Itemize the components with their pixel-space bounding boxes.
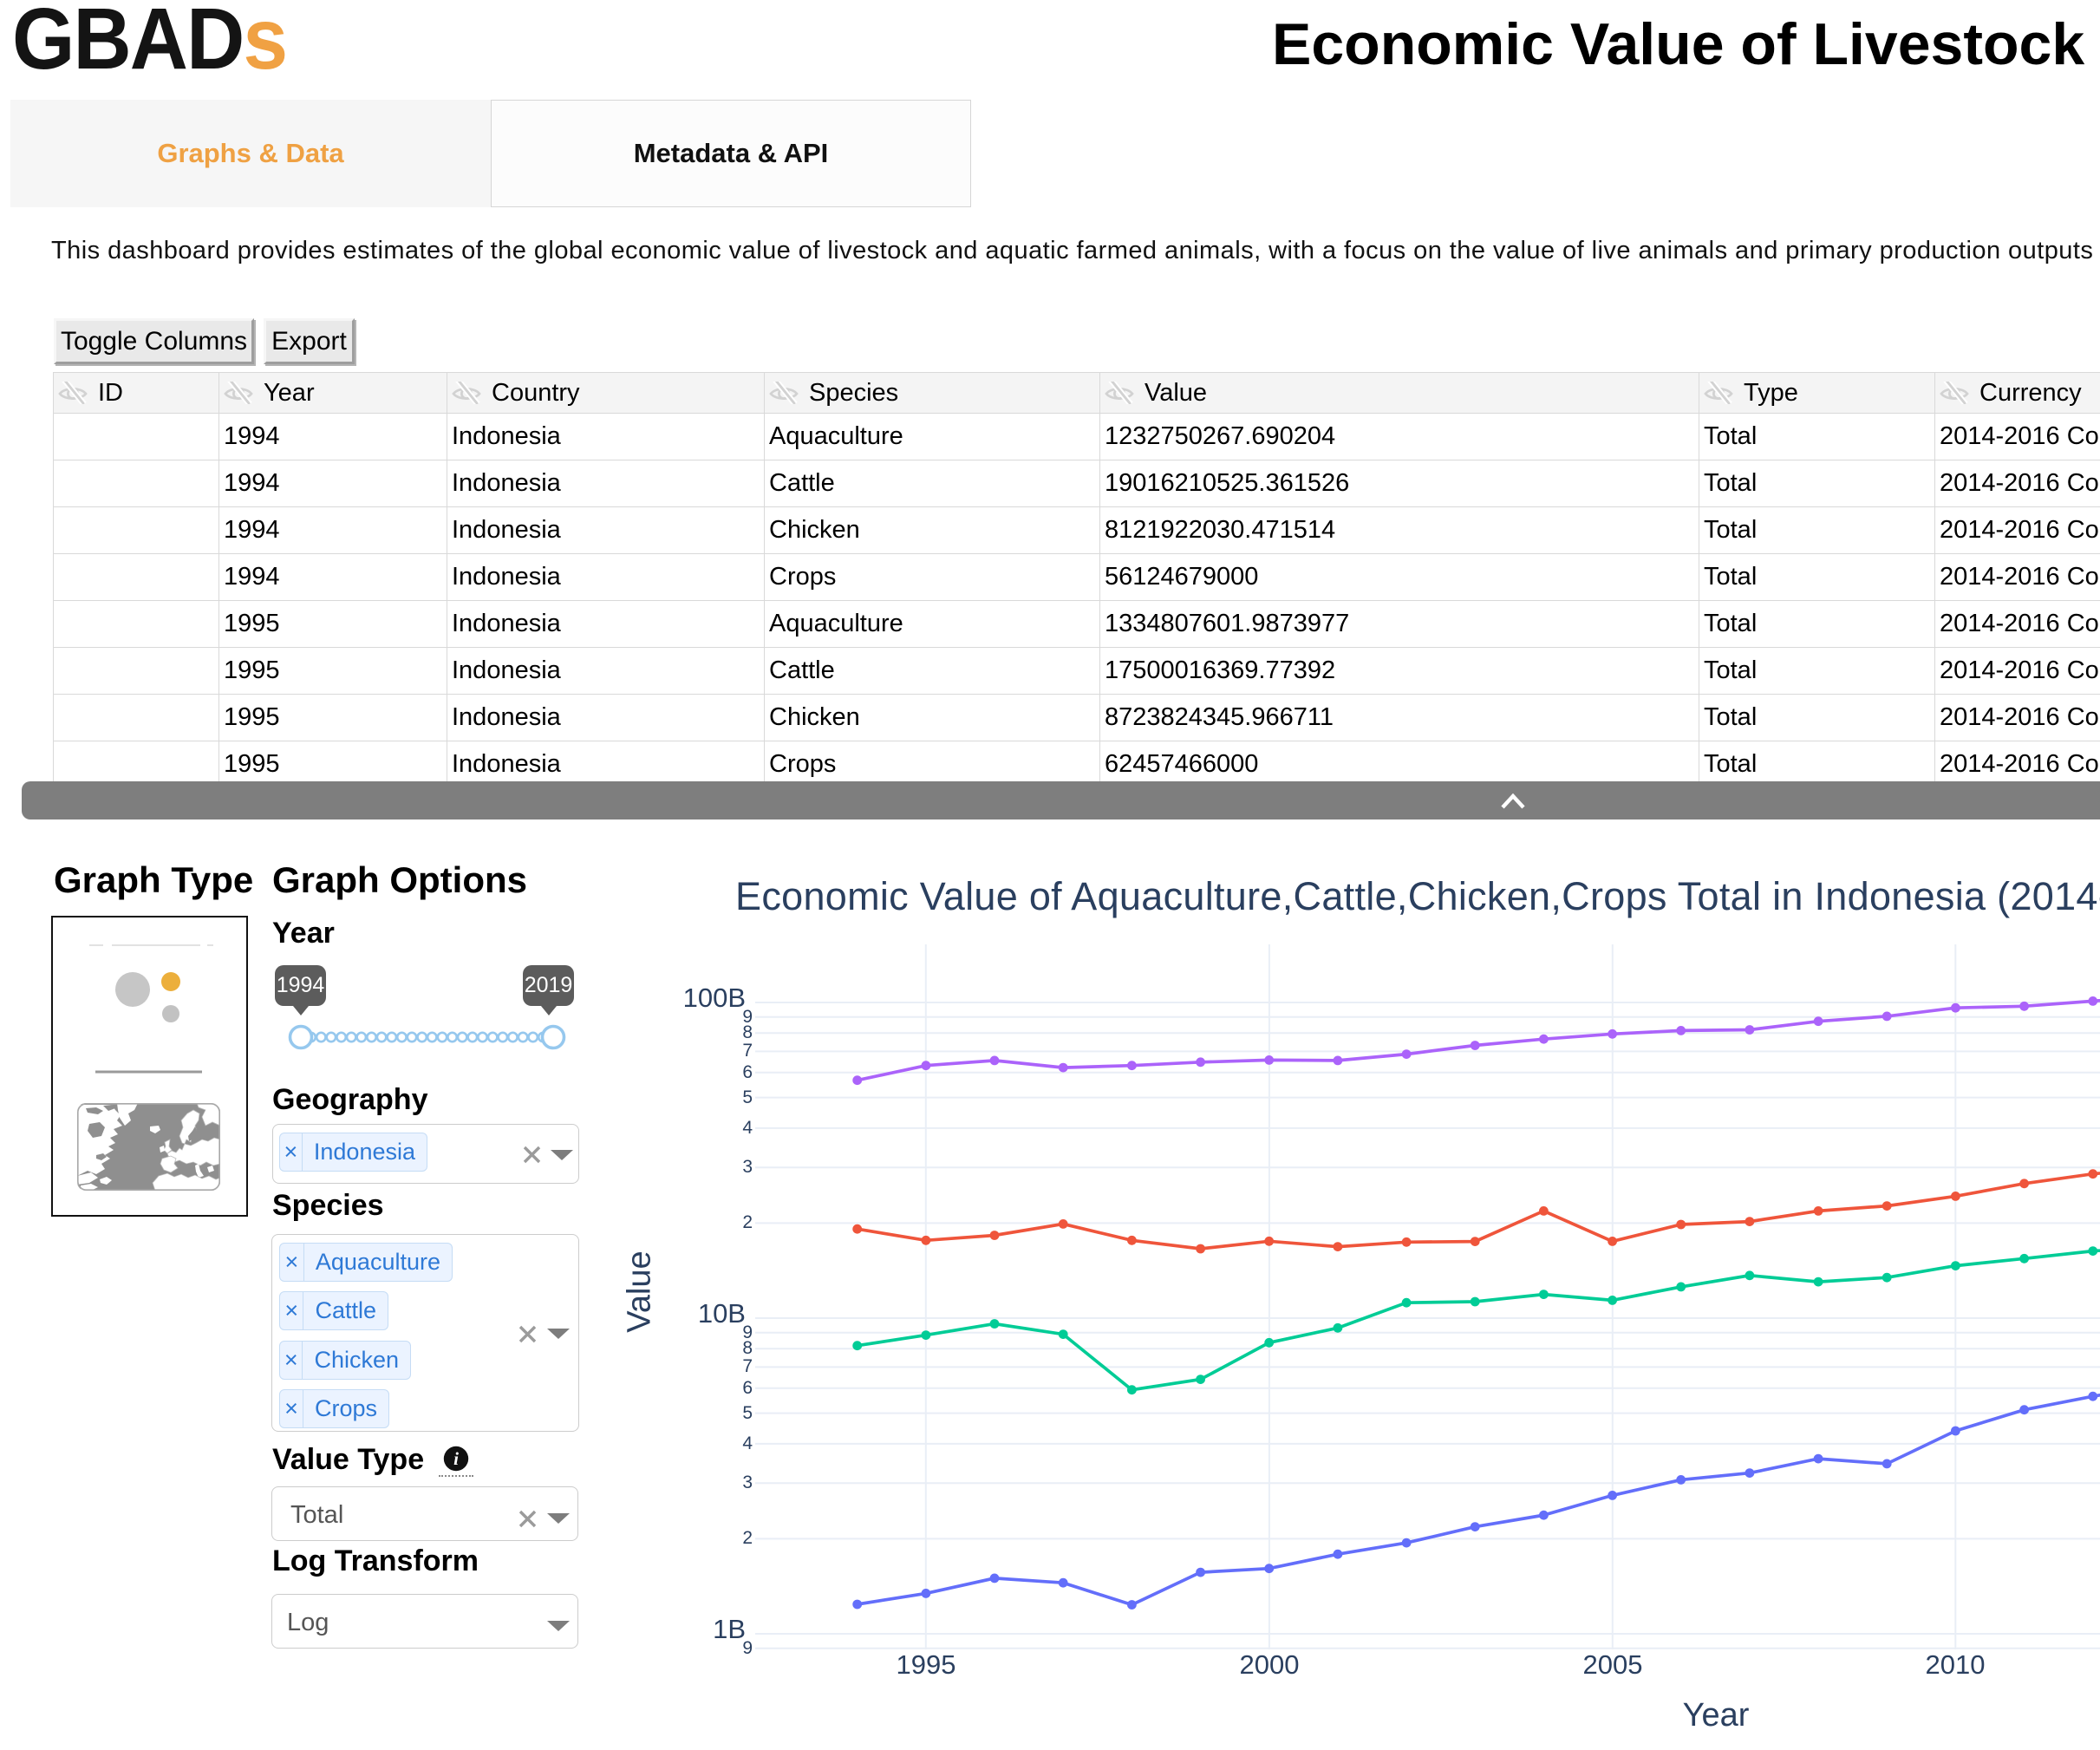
svg-text:i: i <box>453 1448 459 1469</box>
